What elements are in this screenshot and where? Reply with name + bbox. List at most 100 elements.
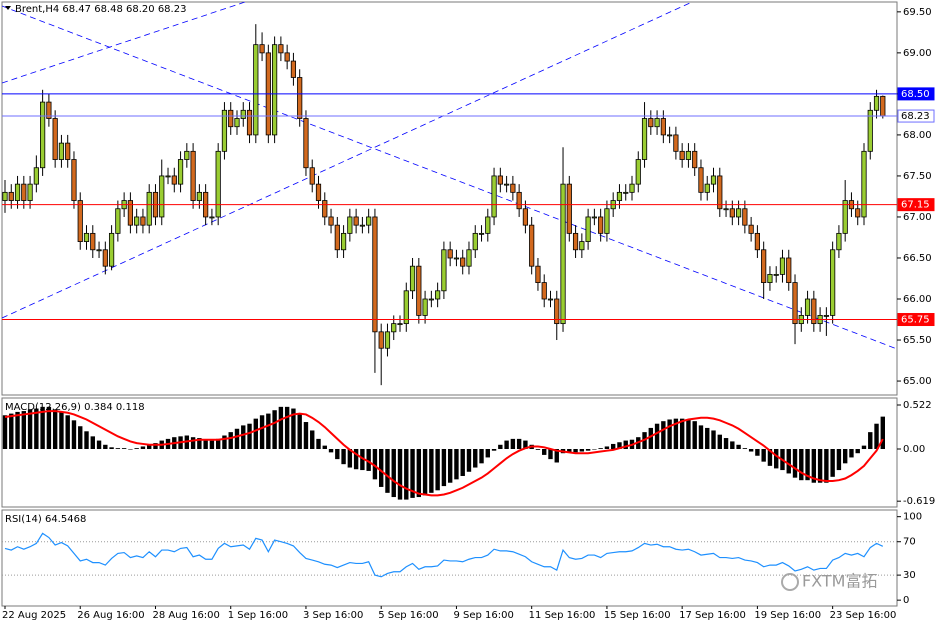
macd-bar xyxy=(548,449,553,460)
candle-body xyxy=(585,216,591,242)
candle-body xyxy=(667,134,673,137)
trend-line xyxy=(2,2,693,319)
macd-bar xyxy=(297,413,302,450)
watermark-logo xyxy=(781,573,799,591)
candle-body xyxy=(830,249,836,316)
candle-body xyxy=(535,265,541,283)
x-tick-label: 23 Sep 16:00 xyxy=(830,610,897,621)
macd-bar xyxy=(567,449,572,453)
y-tick-label: 66.00 xyxy=(903,294,932,305)
macd-bar xyxy=(284,406,290,450)
macd-bar xyxy=(799,449,804,481)
candle-body xyxy=(554,298,560,325)
candle-body xyxy=(315,183,322,201)
candle-body xyxy=(754,232,761,251)
macd-bar xyxy=(466,449,472,472)
macd-bar xyxy=(259,415,265,450)
candle-body xyxy=(378,331,384,349)
macd-bar xyxy=(711,430,716,450)
macd-bar xyxy=(579,449,585,452)
macd-bar xyxy=(379,449,384,487)
candle-body xyxy=(96,249,102,252)
candle-body xyxy=(836,232,842,251)
macd-bar xyxy=(153,443,158,450)
candle-body xyxy=(648,118,654,128)
candle-body xyxy=(842,200,848,234)
candle-body xyxy=(855,208,861,218)
candle-body xyxy=(115,208,121,234)
macd-bar xyxy=(805,449,810,481)
macd-bar xyxy=(209,440,215,450)
x-tick-label: 5 Sep 16:00 xyxy=(378,610,438,621)
trend-line xyxy=(2,2,246,84)
candle-body xyxy=(629,183,635,193)
candle-body xyxy=(347,216,353,234)
macd-bar xyxy=(335,449,340,460)
x-tick-label: 9 Sep 16:00 xyxy=(453,610,513,621)
macd-bar xyxy=(447,449,453,483)
macd-bar xyxy=(692,421,697,450)
macd-bar xyxy=(147,444,152,450)
candle-body xyxy=(572,232,579,251)
macd-bar xyxy=(705,427,710,450)
macd-bar xyxy=(730,441,735,450)
candle-body xyxy=(428,298,434,301)
candle-body xyxy=(177,159,184,185)
candle-body xyxy=(340,232,347,251)
macd-bar xyxy=(21,411,27,450)
candle-body xyxy=(472,232,478,251)
macd-bar xyxy=(247,423,252,450)
macd-bar xyxy=(316,438,321,450)
candle-body xyxy=(547,298,554,301)
y-tick-label: 69.00 xyxy=(903,48,932,59)
macd-bar xyxy=(140,446,146,450)
candle-body xyxy=(215,150,221,218)
macd-bar xyxy=(836,449,842,471)
macd-bar xyxy=(328,449,334,453)
y-tick-label: 70 xyxy=(903,537,916,548)
candle-body xyxy=(391,323,397,333)
macd-bar xyxy=(203,439,208,450)
macd-bar xyxy=(723,438,729,450)
candle-body xyxy=(811,298,817,325)
y-tick-label: 0.00 xyxy=(903,444,925,455)
macd-bar xyxy=(109,447,114,450)
candle-body xyxy=(679,150,685,160)
candle-body xyxy=(83,232,90,242)
macd-bar xyxy=(542,449,547,455)
macd-bar xyxy=(774,449,779,469)
macd-bar xyxy=(504,440,509,450)
macd-bar xyxy=(410,449,415,498)
price-level-label: 67.15 xyxy=(901,200,930,211)
candle-body xyxy=(516,191,522,210)
macd-bar xyxy=(46,406,52,450)
candle-body xyxy=(773,273,779,276)
candle-body xyxy=(403,290,409,325)
candle-body xyxy=(65,142,71,160)
candle-body xyxy=(146,191,152,226)
candle-body xyxy=(159,175,165,218)
candle-body xyxy=(14,183,21,201)
candle-body xyxy=(309,167,315,185)
candle-body xyxy=(409,265,416,292)
macd-bar xyxy=(96,440,102,450)
candle-body xyxy=(654,118,660,128)
candle-body xyxy=(453,257,460,260)
menu-arrow[interactable] xyxy=(5,6,11,10)
macd-bar xyxy=(241,425,246,450)
candle-body xyxy=(303,118,309,169)
macd-bar xyxy=(585,449,591,451)
candle-body xyxy=(767,273,773,283)
candle-body xyxy=(566,183,572,234)
macd-bar xyxy=(479,449,484,464)
macd-bar xyxy=(485,449,490,458)
candle-body xyxy=(2,191,8,201)
macd-bar xyxy=(592,449,597,450)
rsi-panel xyxy=(1,509,898,607)
candle-body xyxy=(503,183,510,186)
candle-body xyxy=(359,224,365,227)
candle-body xyxy=(422,298,428,316)
candle-body xyxy=(698,167,704,193)
candle-body xyxy=(259,44,265,54)
candle-body xyxy=(71,159,77,201)
